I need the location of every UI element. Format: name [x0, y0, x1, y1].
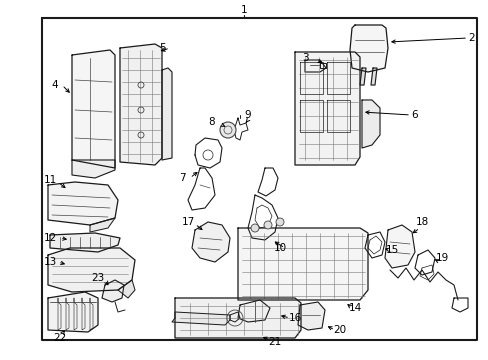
Circle shape: [250, 224, 259, 232]
Text: 3: 3: [301, 53, 307, 63]
Polygon shape: [102, 280, 124, 302]
Text: 7: 7: [178, 173, 185, 183]
Polygon shape: [162, 68, 172, 160]
Polygon shape: [361, 100, 379, 148]
Text: 13: 13: [43, 257, 57, 267]
Text: 8: 8: [208, 117, 215, 127]
Polygon shape: [349, 25, 387, 72]
Polygon shape: [72, 50, 115, 168]
Polygon shape: [48, 292, 98, 332]
Polygon shape: [192, 222, 229, 262]
Text: 16: 16: [288, 313, 301, 323]
Text: 2: 2: [468, 33, 474, 43]
Text: 9: 9: [244, 110, 251, 120]
Text: 1: 1: [240, 5, 247, 15]
Polygon shape: [48, 182, 118, 225]
Text: 14: 14: [347, 303, 361, 313]
Circle shape: [264, 221, 271, 229]
Polygon shape: [238, 300, 269, 322]
Text: 18: 18: [414, 217, 428, 227]
Polygon shape: [118, 280, 135, 298]
Polygon shape: [294, 52, 359, 165]
Text: 15: 15: [385, 245, 398, 255]
Polygon shape: [384, 225, 414, 268]
Text: 21: 21: [268, 337, 281, 347]
Polygon shape: [72, 160, 115, 178]
Polygon shape: [370, 68, 376, 85]
Polygon shape: [175, 298, 301, 338]
Circle shape: [275, 218, 284, 226]
Text: 5: 5: [159, 43, 165, 53]
Polygon shape: [50, 233, 120, 252]
Polygon shape: [172, 312, 229, 325]
Polygon shape: [120, 44, 162, 165]
Circle shape: [220, 122, 236, 138]
Text: 19: 19: [434, 253, 447, 263]
Text: 12: 12: [43, 233, 57, 243]
Text: 10: 10: [273, 243, 286, 253]
Text: 11: 11: [43, 175, 57, 185]
Text: 17: 17: [181, 217, 194, 227]
Text: 4: 4: [52, 80, 58, 90]
Text: 20: 20: [333, 325, 346, 335]
Polygon shape: [48, 248, 135, 292]
Polygon shape: [359, 68, 365, 85]
Polygon shape: [297, 302, 325, 330]
Polygon shape: [238, 228, 367, 300]
Text: 23: 23: [91, 273, 104, 283]
Text: 22: 22: [53, 333, 66, 343]
Polygon shape: [90, 218, 115, 232]
Text: 6: 6: [411, 110, 417, 120]
